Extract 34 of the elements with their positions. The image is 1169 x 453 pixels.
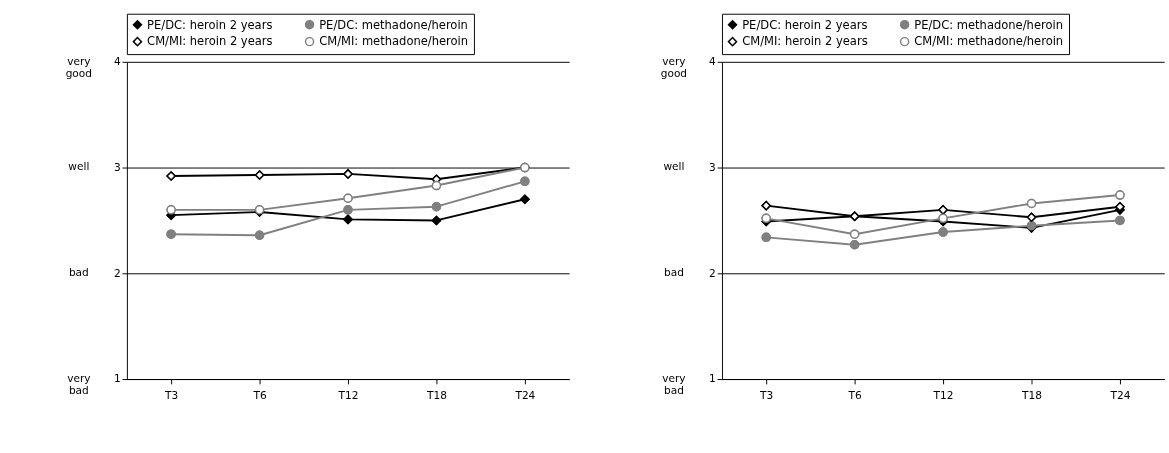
y-tick-label: 3 [708,160,716,173]
text: very good [65,54,92,80]
legend-label: CM/MI: methadone/heroin [914,34,1064,49]
y-tick-label: 2 [708,266,716,279]
y-tick-label: 2 [113,266,121,279]
y-tick-label: 4 [113,55,121,68]
x-tick-label: T6 [847,388,862,401]
text: very bad [662,371,686,397]
legend-label: CM/MI: heroin 2 years [742,34,868,49]
y-tick-label: 1 [708,372,716,385]
y-tick-label: 3 [113,160,121,173]
legend-label: PE/DC: methadone/heroin [914,17,1063,32]
legend-label: PE/DC: heroin 2 years [147,17,273,32]
text: well [663,160,685,173]
x-tick-label: T6 [252,388,267,401]
x-tick-label: T3 [759,388,774,401]
x-tick-label: T24 [1109,388,1131,401]
x-tick-label: T18 [425,388,447,401]
legend-label: PE/DC: heroin 2 years [742,17,868,32]
x-tick-label: T12 [337,388,359,401]
legend-label: CM/MI: heroin 2 years [147,34,273,49]
legend-label: PE/DC: methadone/heroin [319,17,468,32]
text: well [68,160,90,173]
x-tick-label: T12 [932,388,954,401]
x-tick-label: T24 [514,388,536,401]
text: bad [68,266,89,279]
legend-label: CM/MI: methadone/heroin [319,34,469,49]
text: very good [660,54,688,80]
y-tick-label: 1 [113,372,121,385]
text: very bad [67,371,91,397]
text: bad [663,266,684,279]
x-tick-label: T18 [1021,388,1042,401]
y-tick-label: 4 [708,55,716,68]
x-tick-label: T3 [164,388,179,401]
